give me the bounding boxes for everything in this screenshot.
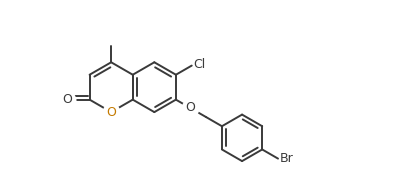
Text: O: O bbox=[106, 106, 116, 119]
Text: O: O bbox=[185, 101, 195, 114]
Text: Cl: Cl bbox=[193, 58, 206, 71]
Text: Br: Br bbox=[280, 152, 294, 165]
Text: O: O bbox=[62, 93, 72, 106]
